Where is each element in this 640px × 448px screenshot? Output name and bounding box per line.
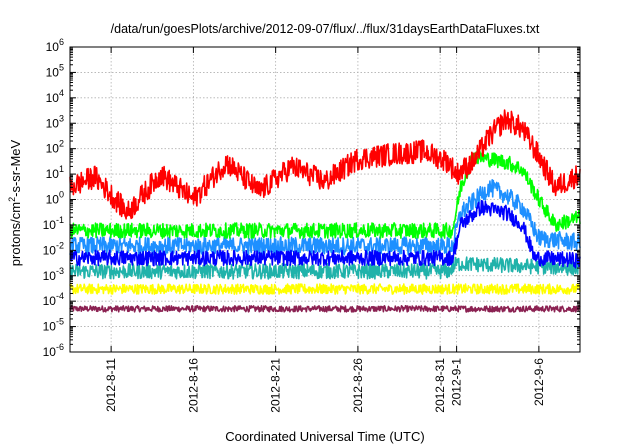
series-line-4: [69, 149, 581, 239]
y-tick-label: 10-4: [43, 291, 64, 308]
y-tick-base: 10: [43, 345, 57, 359]
x-tick-label: 2012-8-11: [104, 358, 118, 412]
y-tick-label: 105: [46, 62, 64, 79]
y-tick-label: 100: [46, 190, 64, 207]
y-tick-exp: 4: [59, 88, 64, 98]
y-tick-label: 10-6: [43, 342, 64, 359]
y-tick-base: 10: [43, 269, 57, 283]
y-tick-label: 10-1: [43, 215, 64, 232]
y-tick-base: 10: [46, 65, 60, 79]
y-tick-base: 10: [46, 167, 60, 181]
y-tick-base: 10: [43, 294, 57, 308]
y-tick-exp: -4: [56, 291, 64, 301]
series-line-3: [69, 179, 581, 256]
chart-title: /data/run/goesPlots/archive/2012-09-07/f…: [111, 22, 540, 36]
y-tick-base: 10: [46, 193, 60, 207]
ticks-group: 10-610-510-410-310-210-11001011021031041…: [43, 37, 580, 413]
x-tick-label: 2012-8-26: [351, 358, 365, 413]
y-tick-exp: 1: [59, 164, 64, 174]
series-line-6: [69, 109, 581, 220]
y-tick-exp: -2: [56, 240, 64, 250]
x-tick-label: 2012-9-1: [450, 358, 464, 406]
y-tick-exp: 2: [59, 139, 64, 149]
series-group: [69, 109, 581, 313]
y-tick-exp: -3: [56, 266, 64, 276]
y-tick-exp: 0: [59, 190, 64, 200]
y-tick-label: 103: [46, 113, 64, 130]
y-tick-label: 10-5: [43, 317, 64, 334]
y-tick-exp: -5: [56, 317, 64, 327]
y-tick-label: 101: [46, 164, 64, 181]
x-tick-label: 2012-8-16: [186, 358, 200, 413]
y-tick-base: 10: [43, 320, 57, 334]
y-tick-exp: -6: [56, 342, 64, 352]
y-tick-base: 10: [46, 91, 60, 105]
series-line-5: [69, 199, 581, 269]
y-tick-exp: 5: [59, 62, 64, 72]
y-tick-label: 10-3: [43, 266, 64, 283]
y-tick-label: 102: [46, 139, 64, 156]
x-tick-label: 2012-8-31: [433, 358, 447, 413]
series-line-2: [69, 256, 581, 280]
y-tick-exp: -1: [56, 215, 64, 225]
y-tick-base: 10: [46, 142, 60, 156]
y-axis-label-rest: -s-sr-MeV: [8, 139, 23, 196]
y-tick-base: 10: [43, 218, 57, 232]
y-tick-base: 10: [46, 40, 60, 54]
y-tick-label: 104: [46, 88, 64, 105]
series-line-0: [69, 305, 581, 313]
x-tick-label: 2012-9-6: [532, 358, 546, 406]
y-tick-label: 106: [46, 37, 64, 54]
y-tick-base: 10: [46, 116, 60, 130]
x-axis-label: Coordinated Universal Time (UTC): [225, 429, 424, 444]
y-axis-label: protons/cm2-s-sr-MeV: [7, 139, 23, 266]
y-axis-label-sup: 2: [7, 197, 17, 202]
series-line-1: [69, 283, 581, 295]
y-axis-label-main: protons/cm: [8, 202, 23, 266]
x-tick-label: 2012-8-21: [269, 358, 283, 413]
y-tick-exp: 6: [59, 37, 64, 47]
y-tick-base: 10: [43, 243, 57, 257]
y-tick-exp: 3: [59, 113, 64, 123]
y-tick-label: 10-2: [43, 240, 64, 257]
